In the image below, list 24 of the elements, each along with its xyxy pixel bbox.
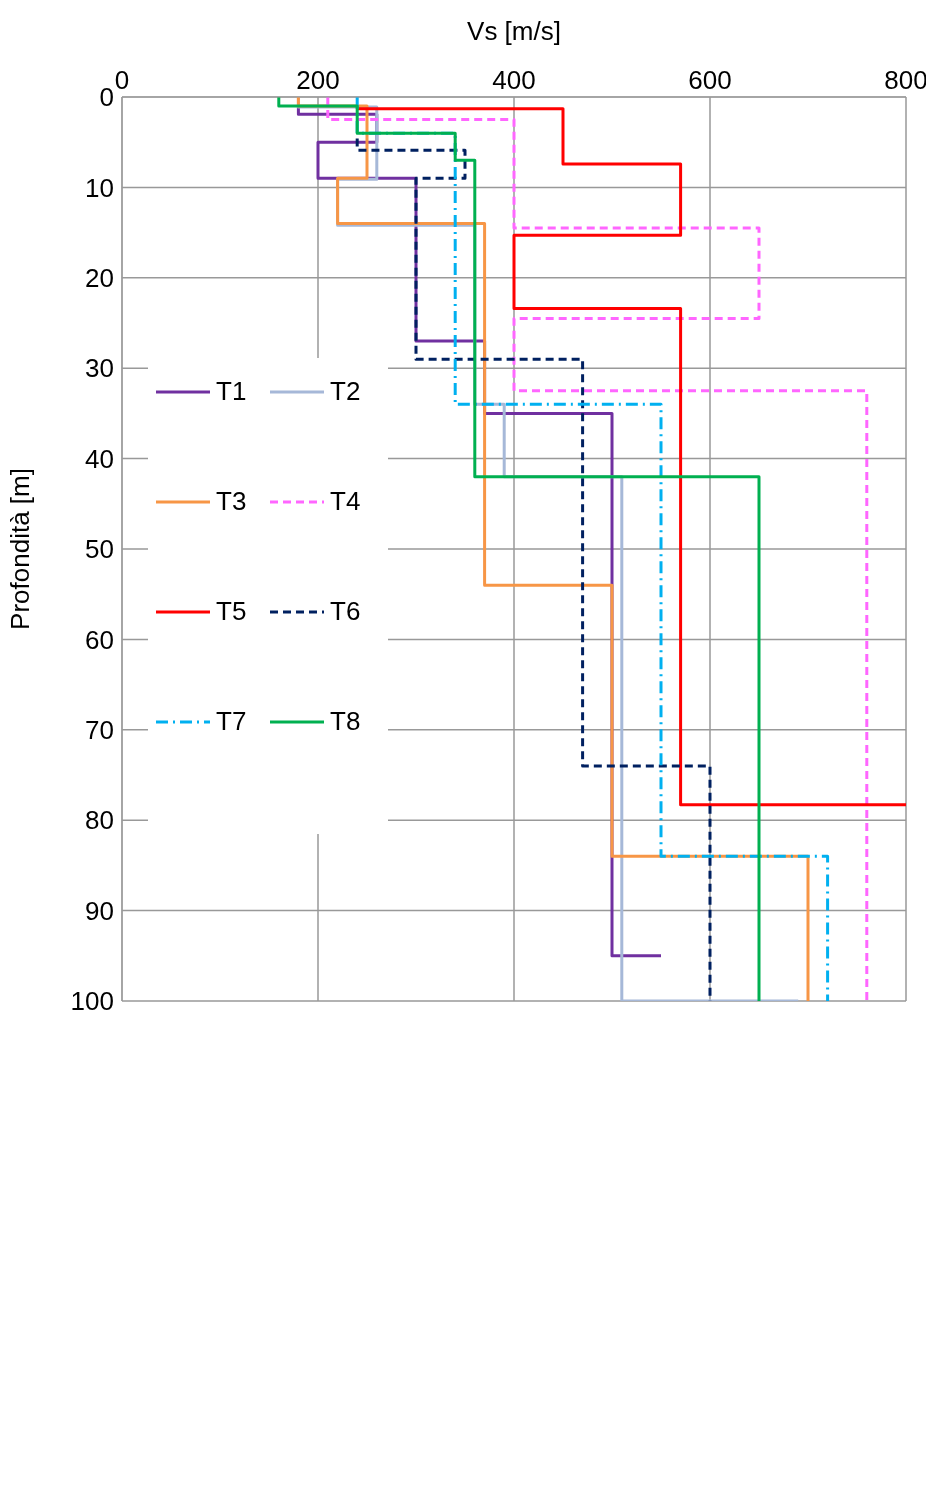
y-tick-label: 10 (85, 172, 114, 203)
y-tick-label: 90 (85, 895, 114, 926)
y-tick-label: 70 (85, 715, 114, 746)
x-tick-label: 600 (688, 65, 732, 95)
legend-label: T7 (216, 706, 247, 737)
legend-label: T8 (330, 706, 361, 737)
x-tick-label: 400 (492, 65, 536, 95)
legend-label: T2 (330, 376, 361, 407)
y-tick-label: 60 (85, 624, 114, 655)
legend-label: T5 (216, 596, 247, 627)
y-axis-title: Profondità [m] (5, 468, 36, 630)
y-tick-label: 20 (85, 263, 114, 294)
x-axis-title: Vs [m/s] (467, 16, 561, 46)
y-tick-label: 100 (70, 986, 114, 1017)
legend-label: T3 (216, 486, 247, 517)
y-tick-label: 50 (85, 534, 114, 565)
y-tick-label: 30 (85, 353, 114, 384)
legend-label: T1 (216, 376, 247, 407)
y-tick-label: 40 (85, 443, 114, 474)
y-tick-label: 80 (85, 805, 114, 836)
x-tick-label: 200 (296, 65, 340, 95)
x-tick-label: 800 (884, 65, 928, 95)
legend-label: T6 (330, 596, 361, 627)
legend-label: T4 (330, 486, 361, 517)
